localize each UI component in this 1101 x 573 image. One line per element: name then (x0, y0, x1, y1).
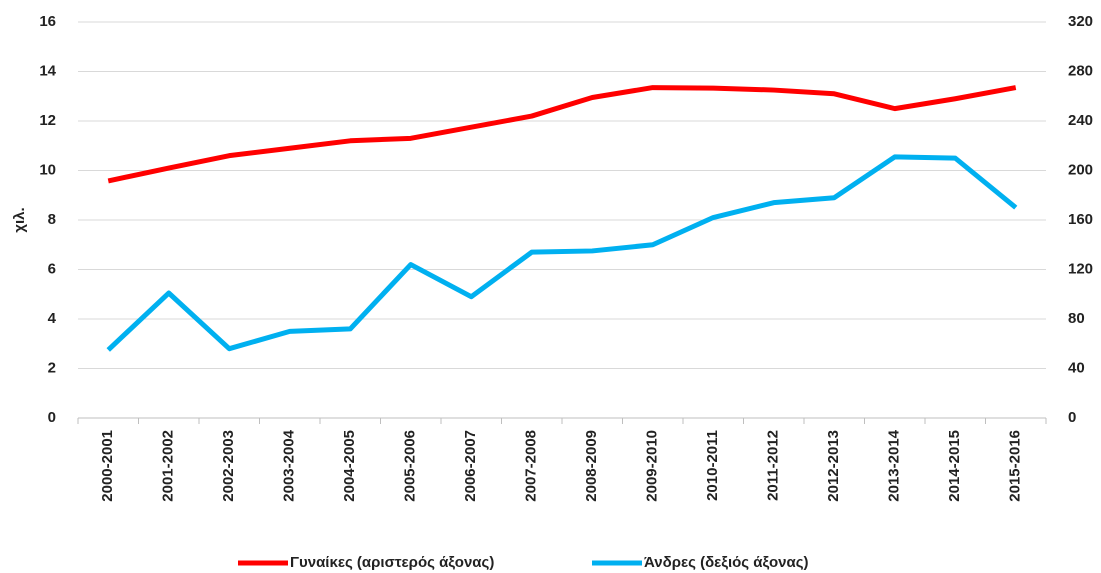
x-tick-label: 2012-2013 (825, 430, 842, 502)
legend-label: Άνδρες (δεξιός άξονας) (644, 554, 809, 571)
y2-tick-label: 240 (1068, 112, 1093, 129)
legend-label: Γυναίκες (αριστερός άξονας) (290, 554, 494, 571)
y-tick-label: 16 (39, 13, 56, 30)
line-series (107, 85, 1017, 184)
x-tick-label: 2014-2015 (946, 430, 963, 502)
x-tick-label: 2005-2006 (402, 430, 419, 502)
y-tick-label: 8 (48, 211, 56, 228)
y2-tick-label: 200 (1068, 161, 1093, 178)
x-tick-label: 2011-2012 (765, 430, 782, 501)
line-series (106, 154, 1018, 352)
y-tick-label: 0 (48, 409, 56, 426)
y2-tick-label: 120 (1068, 260, 1093, 277)
x-tick-label: 2001-2002 (160, 430, 177, 502)
x-tick-label: 2008-2009 (583, 430, 600, 502)
x-tick-label: 2003-2004 (281, 429, 298, 501)
y2-tick-label: 280 (1068, 62, 1093, 79)
x-tick-label: 2004-2005 (341, 430, 358, 502)
x-tick-label: 2000-2001 (99, 430, 116, 502)
y-tick-label: 6 (48, 260, 56, 277)
y2-tick-label: 160 (1068, 211, 1093, 228)
y2-tick-label: 0 (1068, 409, 1076, 426)
y-tick-label: 10 (39, 161, 56, 178)
x-tick-label: 2009-2010 (644, 430, 661, 502)
x-tick-label: 2007-2008 (523, 430, 540, 502)
x-tick-label: 2013-2014 (886, 429, 903, 501)
y2-tick-label: 320 (1068, 13, 1093, 30)
y2-tick-label: 40 (1068, 359, 1085, 376)
y-tick-label: 12 (39, 112, 56, 129)
y-tick-label: 4 (48, 310, 57, 327)
y-tick-label: 2 (48, 359, 56, 376)
x-tick-label: 2002-2003 (220, 430, 237, 502)
y-axis-label: χιλ. (11, 207, 28, 232)
x-tick-label: 2015-2016 (1007, 430, 1024, 502)
x-tick-label: 2010-2011 (704, 430, 721, 501)
y-tick-label: 14 (39, 62, 56, 79)
y2-tick-label: 80 (1068, 310, 1085, 327)
x-tick-label: 2006-2007 (462, 430, 479, 502)
